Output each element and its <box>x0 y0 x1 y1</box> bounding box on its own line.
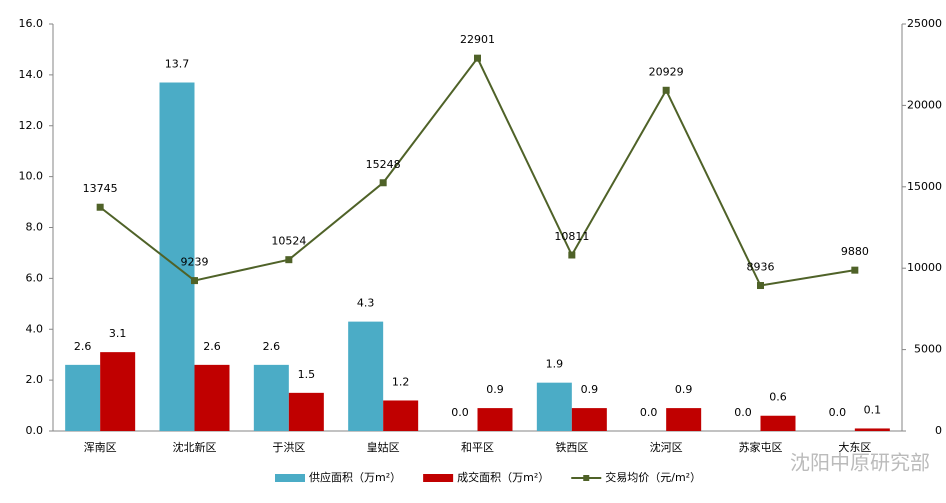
y-tick-label: 12.0 <box>19 119 44 132</box>
price-line <box>99 56 855 287</box>
bar-value-label: 2.6 <box>263 340 281 353</box>
x-tick-label: 苏家屯区 <box>739 440 783 454</box>
price-value-label: 20929 <box>649 65 684 78</box>
price-value-label: 8936 <box>747 261 775 274</box>
legend-label: 供应面积（万m²） <box>309 470 401 484</box>
price-marker <box>474 54 481 62</box>
bar-value-label: 1.2 <box>392 375 410 388</box>
watermark: 沈阳中原研究部 <box>790 451 930 475</box>
y-tick-label: 2.0 <box>26 373 44 386</box>
bar-value-label: 1.9 <box>546 358 564 371</box>
y2-tick-label: 10000 <box>907 261 942 274</box>
price-marker <box>285 256 293 264</box>
y-tick-label: 8.0 <box>26 221 44 234</box>
price-value-label: 15248 <box>366 158 401 171</box>
y-tick-label: 10.0 <box>19 170 44 183</box>
price-value-label: 9239 <box>181 256 209 269</box>
bar-value-label: 2.6 <box>203 340 221 353</box>
y-tick-label: 6.0 <box>26 271 44 284</box>
price-marker <box>96 203 104 211</box>
x-tick-label: 沈河区 <box>650 440 683 454</box>
y2-tick-label: 0 <box>935 424 942 437</box>
price-marker <box>568 251 576 259</box>
bar-value-label: 2.6 <box>74 340 92 353</box>
price-marker <box>662 86 670 94</box>
legend-label: 成交面积（万m²） <box>457 470 549 484</box>
y2-tick-label: 5000 <box>914 343 942 356</box>
y2-tick-label: 20000 <box>907 98 942 111</box>
bar-value-label: 0.6 <box>769 391 787 404</box>
bar <box>536 382 572 431</box>
bar-value-label: 0.0 <box>734 406 752 419</box>
x-tick-label: 铁西区 <box>555 441 588 454</box>
bar <box>666 408 702 431</box>
price-marker <box>851 266 859 274</box>
bar-value-label: 0.0 <box>451 406 469 419</box>
price-value-label: 10811 <box>554 230 589 243</box>
y-tick-label: 0.0 <box>26 424 44 437</box>
price-value-label: 10524 <box>271 235 306 248</box>
bar <box>348 321 384 431</box>
legend-label: 交易均价（元/m²） <box>605 470 701 484</box>
x-tick-label: 浑南区 <box>84 441 117 454</box>
bar <box>100 352 136 431</box>
x-tick-label: 皇姑区 <box>367 440 400 454</box>
x-tick-label: 于洪区 <box>272 440 305 454</box>
bar-value-label: 1.5 <box>298 368 316 381</box>
bar <box>760 415 796 431</box>
bar <box>194 364 230 431</box>
price-marker <box>379 179 387 187</box>
bar-value-label: 0.0 <box>829 406 847 419</box>
price-value-label: 22901 <box>460 33 495 46</box>
price-value-label: 9880 <box>841 245 869 258</box>
bar <box>854 428 890 431</box>
y-tick-label: 14.0 <box>19 68 44 81</box>
y2-tick-label: 15000 <box>907 180 942 193</box>
price-marker <box>191 277 198 285</box>
bar-value-label: 4.3 <box>357 297 375 310</box>
y-tick-label: 16.0 <box>19 17 44 30</box>
y2-tick-label: 25000 <box>907 17 942 30</box>
legend-swatch <box>423 474 454 482</box>
bar <box>477 408 513 431</box>
bar <box>383 400 419 431</box>
bar <box>571 408 607 431</box>
bar-value-label: 3.1 <box>109 327 127 340</box>
price-value-label: 13745 <box>83 182 118 195</box>
bar <box>65 364 101 431</box>
legend-swatch <box>583 475 590 481</box>
x-tick-label: 大东区 <box>838 440 871 454</box>
price-marker <box>757 282 764 290</box>
bar-value-label: 13.7 <box>165 58 190 71</box>
x-tick-label: 沈北新区 <box>173 440 217 454</box>
bar-value-label: 0.9 <box>581 383 599 396</box>
legend-swatch <box>275 474 305 482</box>
x-tick-label: 和平区 <box>461 441 494 454</box>
bar <box>253 364 289 431</box>
bar-value-label: 0.0 <box>640 406 658 419</box>
bar-value-label: 0.9 <box>486 383 504 396</box>
bar-value-label: 0.9 <box>675 383 693 396</box>
y-tick-label: 4.0 <box>26 322 44 335</box>
bar-value-label: 0.1 <box>864 403 882 416</box>
bar <box>288 392 324 431</box>
